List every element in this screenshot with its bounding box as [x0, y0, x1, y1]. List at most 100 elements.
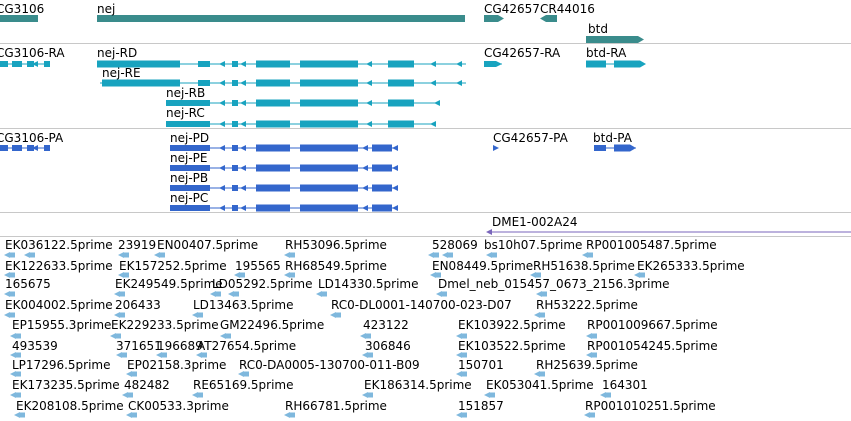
- est-label[interactable]: 165675: [5, 277, 51, 291]
- est-glyph[interactable]: [442, 291, 447, 297]
- est-glyph[interactable]: [290, 412, 295, 418]
- gene-label-btd[interactable]: btd: [588, 22, 608, 36]
- transcript-label-nej-pe[interactable]: nej-PE: [170, 151, 208, 165]
- est-label[interactable]: RH25639.5prime: [536, 358, 638, 372]
- est-label[interactable]: LD13463.5prime: [193, 298, 294, 312]
- transcript-glyph-nej-rb[interactable]: [240, 100, 246, 106]
- est-glyph[interactable]: [132, 371, 137, 377]
- est-glyph[interactable]: [210, 291, 216, 297]
- transcript-glyph-nej-pc[interactable]: [300, 204, 358, 212]
- transcript-glyph-nej-pb[interactable]: [256, 184, 290, 192]
- est-glyph[interactable]: [202, 352, 207, 358]
- est-label[interactable]: RH66781.5prime: [285, 399, 387, 413]
- est-label[interactable]: 23919: [118, 238, 157, 252]
- transcript-glyph-nej-pe[interactable]: [240, 165, 246, 171]
- est-glyph[interactable]: [126, 412, 132, 418]
- transcript-glyph-nej-rb[interactable]: [300, 99, 358, 107]
- est-glyph[interactable]: [456, 371, 462, 377]
- est-label[interactable]: 423122: [363, 318, 409, 332]
- est-glyph[interactable]: [122, 392, 128, 398]
- est-glyph[interactable]: [462, 352, 467, 358]
- est-glyph[interactable]: [14, 412, 20, 418]
- transcript-glyph-nej-re[interactable]: [102, 79, 180, 87]
- est-glyph[interactable]: [534, 371, 540, 377]
- est-glyph[interactable]: [16, 333, 21, 339]
- gene-glyph-nej[interactable]: [97, 15, 465, 22]
- est-glyph[interactable]: [10, 392, 16, 398]
- est-label[interactable]: EK249549.5prime: [115, 277, 223, 291]
- transcript-glyph-nej-pd[interactable]: [219, 145, 225, 151]
- est-label[interactable]: 371651: [116, 339, 162, 353]
- est-glyph[interactable]: [238, 371, 244, 377]
- est-glyph[interactable]: [120, 312, 125, 318]
- est-glyph[interactable]: [462, 333, 467, 339]
- transcript-glyph-nej-rd[interactable]: [232, 61, 238, 67]
- transcript-glyph-nej-rb[interactable]: [166, 100, 210, 106]
- est-glyph[interactable]: [10, 272, 15, 278]
- est-label[interactable]: LD05292.5prime: [212, 277, 313, 291]
- est-glyph[interactable]: [124, 252, 129, 258]
- est-glyph[interactable]: [336, 312, 341, 318]
- transcript-glyph-nej-pd[interactable]: [240, 145, 246, 151]
- transcript-glyph-nej-re[interactable]: [219, 80, 225, 86]
- est-glyph[interactable]: [582, 252, 588, 258]
- est-glyph[interactable]: [10, 312, 15, 318]
- est-glyph[interactable]: [436, 291, 442, 297]
- transcript-glyph-nej-rb[interactable]: [434, 100, 440, 106]
- est-glyph[interactable]: [196, 352, 202, 358]
- transcript-glyph-nej-rc[interactable]: [430, 121, 436, 127]
- est-glyph[interactable]: [24, 252, 30, 258]
- est-glyph[interactable]: [586, 333, 592, 339]
- transcript-glyph-nej-pd[interactable]: [170, 145, 176, 151]
- transcript-glyph-nej-rc[interactable]: [166, 121, 210, 127]
- est-label[interactable]: 206433: [115, 298, 161, 312]
- est-glyph[interactable]: [10, 252, 15, 258]
- est-glyph[interactable]: [4, 272, 10, 278]
- transcript-glyph-nej-pc[interactable]: [170, 205, 176, 211]
- transcript-glyph-nej-pc[interactable]: [170, 205, 210, 211]
- transcript-glyph-nej-pe[interactable]: [170, 165, 210, 171]
- transcript-glyph-nej-re[interactable]: [430, 80, 436, 86]
- transcript-glyph-nej-pb[interactable]: [392, 185, 398, 191]
- est-glyph[interactable]: [240, 272, 245, 278]
- est-label[interactable]: RH53222.5prime: [536, 298, 638, 312]
- transcript-glyph-cg3106-ra[interactable]: [27, 61, 34, 67]
- est-glyph[interactable]: [16, 371, 21, 377]
- est-glyph[interactable]: [442, 252, 448, 258]
- est-label[interactable]: 164301: [602, 378, 648, 392]
- transcript-glyph-nej-pe[interactable]: [372, 164, 392, 172]
- est-glyph[interactable]: [536, 291, 542, 297]
- est-glyph[interactable]: [114, 291, 120, 297]
- transcript-glyph-nej-rd[interactable]: [388, 60, 414, 68]
- transcript-glyph-nej-rb[interactable]: [219, 100, 225, 106]
- est-glyph[interactable]: [434, 252, 439, 258]
- est-label[interactable]: 493539: [12, 339, 58, 353]
- est-label[interactable]: EN08449.5prime: [432, 259, 534, 273]
- est-label[interactable]: EK265333.5prime: [637, 259, 745, 273]
- est-glyph[interactable]: [10, 371, 16, 377]
- est-glyph[interactable]: [640, 272, 645, 278]
- transcript-glyph-nej-rb[interactable]: [232, 100, 238, 106]
- transcript-glyph-btd-pa[interactable]: [614, 144, 630, 152]
- est-glyph[interactable]: [160, 252, 165, 258]
- est-glyph[interactable]: [228, 291, 234, 297]
- est-glyph[interactable]: [456, 333, 462, 339]
- transcript-glyph-nej-pc[interactable]: [232, 205, 238, 211]
- transcript-glyph-nej-pb[interactable]: [362, 185, 368, 191]
- transcript-glyph-nej-pd[interactable]: [372, 144, 392, 152]
- transcript-glyph-nej-pb[interactable]: [219, 185, 225, 191]
- transcript-label-nej-rd[interactable]: nej-RD: [97, 46, 138, 60]
- est-label[interactable]: EK229233.5prime: [111, 318, 219, 332]
- est-glyph[interactable]: [492, 252, 497, 258]
- est-glyph[interactable]: [322, 291, 327, 297]
- est-glyph[interactable]: [430, 272, 436, 278]
- est-label[interactable]: Dmel_neb_015457_0673_2156.3prime: [438, 277, 670, 291]
- est-glyph[interactable]: [122, 352, 127, 358]
- transcript-glyph-nej-rc[interactable]: [366, 121, 372, 127]
- transcript-glyph-nej-rc[interactable]: [219, 121, 225, 127]
- est-label[interactable]: 306846: [365, 339, 411, 353]
- est-glyph[interactable]: [588, 252, 593, 258]
- transcript-glyph-nej-rc[interactable]: [388, 120, 414, 128]
- transcript-glyph-cg3106-pa[interactable]: [32, 145, 38, 151]
- transcript-glyph-nej-rd[interactable]: [300, 60, 358, 68]
